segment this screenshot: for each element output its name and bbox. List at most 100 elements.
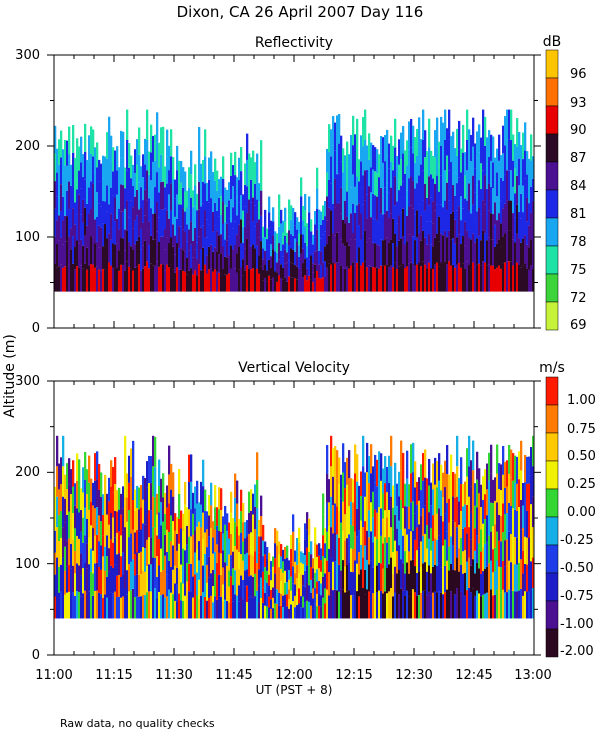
data-cell [172, 269, 175, 292]
data-cell [506, 539, 509, 566]
data-cell [300, 215, 303, 235]
data-cell [290, 604, 293, 619]
data-cell [394, 540, 397, 567]
data-cell [262, 587, 265, 603]
data-cell [272, 235, 275, 250]
data-cell [504, 262, 507, 292]
data-cell [136, 189, 139, 216]
data-cell [206, 582, 209, 601]
data-cell [356, 454, 359, 482]
data-cell [294, 573, 297, 585]
data-cell [262, 602, 265, 619]
data-cell [304, 242, 307, 260]
data-cell [294, 550, 297, 562]
data-cell [182, 600, 185, 619]
data-cell [370, 192, 373, 218]
data-cell [254, 162, 257, 184]
data-cell [506, 170, 509, 201]
data-cell [386, 517, 389, 543]
data-cell [102, 268, 105, 292]
data-cell [208, 515, 211, 537]
data-cell [314, 588, 317, 604]
data-cell [414, 137, 417, 163]
data-cell [72, 263, 75, 292]
data-cell [234, 473, 237, 498]
data-cell [510, 230, 513, 262]
data-cell [456, 128, 459, 156]
data-cell [116, 511, 119, 533]
data-cell [92, 237, 95, 265]
data-cell [302, 277, 305, 292]
data-cell [442, 472, 445, 498]
data-cell [226, 513, 229, 531]
data-cell [282, 549, 285, 562]
data-cell [270, 580, 273, 590]
data-cell [324, 216, 327, 232]
data-cell [266, 606, 269, 619]
data-cell [274, 573, 277, 589]
data-cell [408, 528, 411, 552]
data-cell [314, 224, 317, 238]
data-cell [354, 560, 357, 590]
data-cell [520, 529, 523, 560]
data-cell [90, 595, 93, 619]
data-cell [88, 591, 91, 619]
data-cell [66, 266, 69, 292]
data-cell [402, 480, 405, 509]
data-cell [310, 554, 313, 568]
data-cell [288, 199, 291, 215]
data-cell [250, 596, 253, 619]
data-cell [496, 589, 499, 619]
data-cell [408, 551, 411, 574]
data-cell [68, 126, 71, 155]
data-cell [432, 201, 435, 224]
data-cell [162, 181, 165, 210]
data-cell [466, 139, 469, 171]
data-cell [424, 562, 427, 591]
data-cell [480, 163, 483, 189]
data-cell [212, 569, 215, 587]
data-cell [402, 535, 405, 564]
data-cell [304, 539, 307, 556]
data-cell [398, 471, 401, 497]
data-cell [108, 204, 111, 234]
data-cell [490, 134, 493, 161]
data-cell [62, 196, 65, 221]
data-cell [324, 276, 327, 292]
data-cell [194, 206, 197, 228]
data-cell [508, 502, 511, 532]
data-cell [430, 527, 433, 551]
data-cell [218, 509, 221, 531]
data-cell [70, 568, 73, 594]
data-cell [444, 109, 447, 140]
colorbar-swatch [545, 460, 559, 490]
data-cell [488, 535, 491, 564]
data-cell [60, 211, 63, 238]
data-cell [464, 481, 467, 505]
data-cell [244, 227, 247, 249]
data-cell [114, 221, 117, 245]
data-cell [122, 508, 125, 531]
data-cell [420, 567, 423, 593]
data-cell [96, 192, 99, 217]
data-cell [368, 537, 371, 565]
data-cell [256, 199, 259, 223]
data-cell [312, 578, 315, 589]
data-cell [116, 490, 119, 512]
data-cell [58, 463, 61, 490]
data-cell [266, 239, 269, 250]
data-cell [182, 566, 185, 584]
data-cell [514, 482, 517, 510]
data-cell [438, 508, 441, 536]
data-cell [214, 225, 217, 248]
data-cell [246, 265, 249, 292]
data-cell [476, 131, 479, 159]
data-cell [118, 553, 121, 575]
data-cell [440, 567, 443, 593]
data-cell [198, 181, 201, 210]
data-cell [136, 574, 139, 597]
data-cell [398, 240, 401, 267]
data-cell [360, 471, 363, 496]
data-cell [386, 567, 389, 594]
data-cell [464, 268, 467, 292]
